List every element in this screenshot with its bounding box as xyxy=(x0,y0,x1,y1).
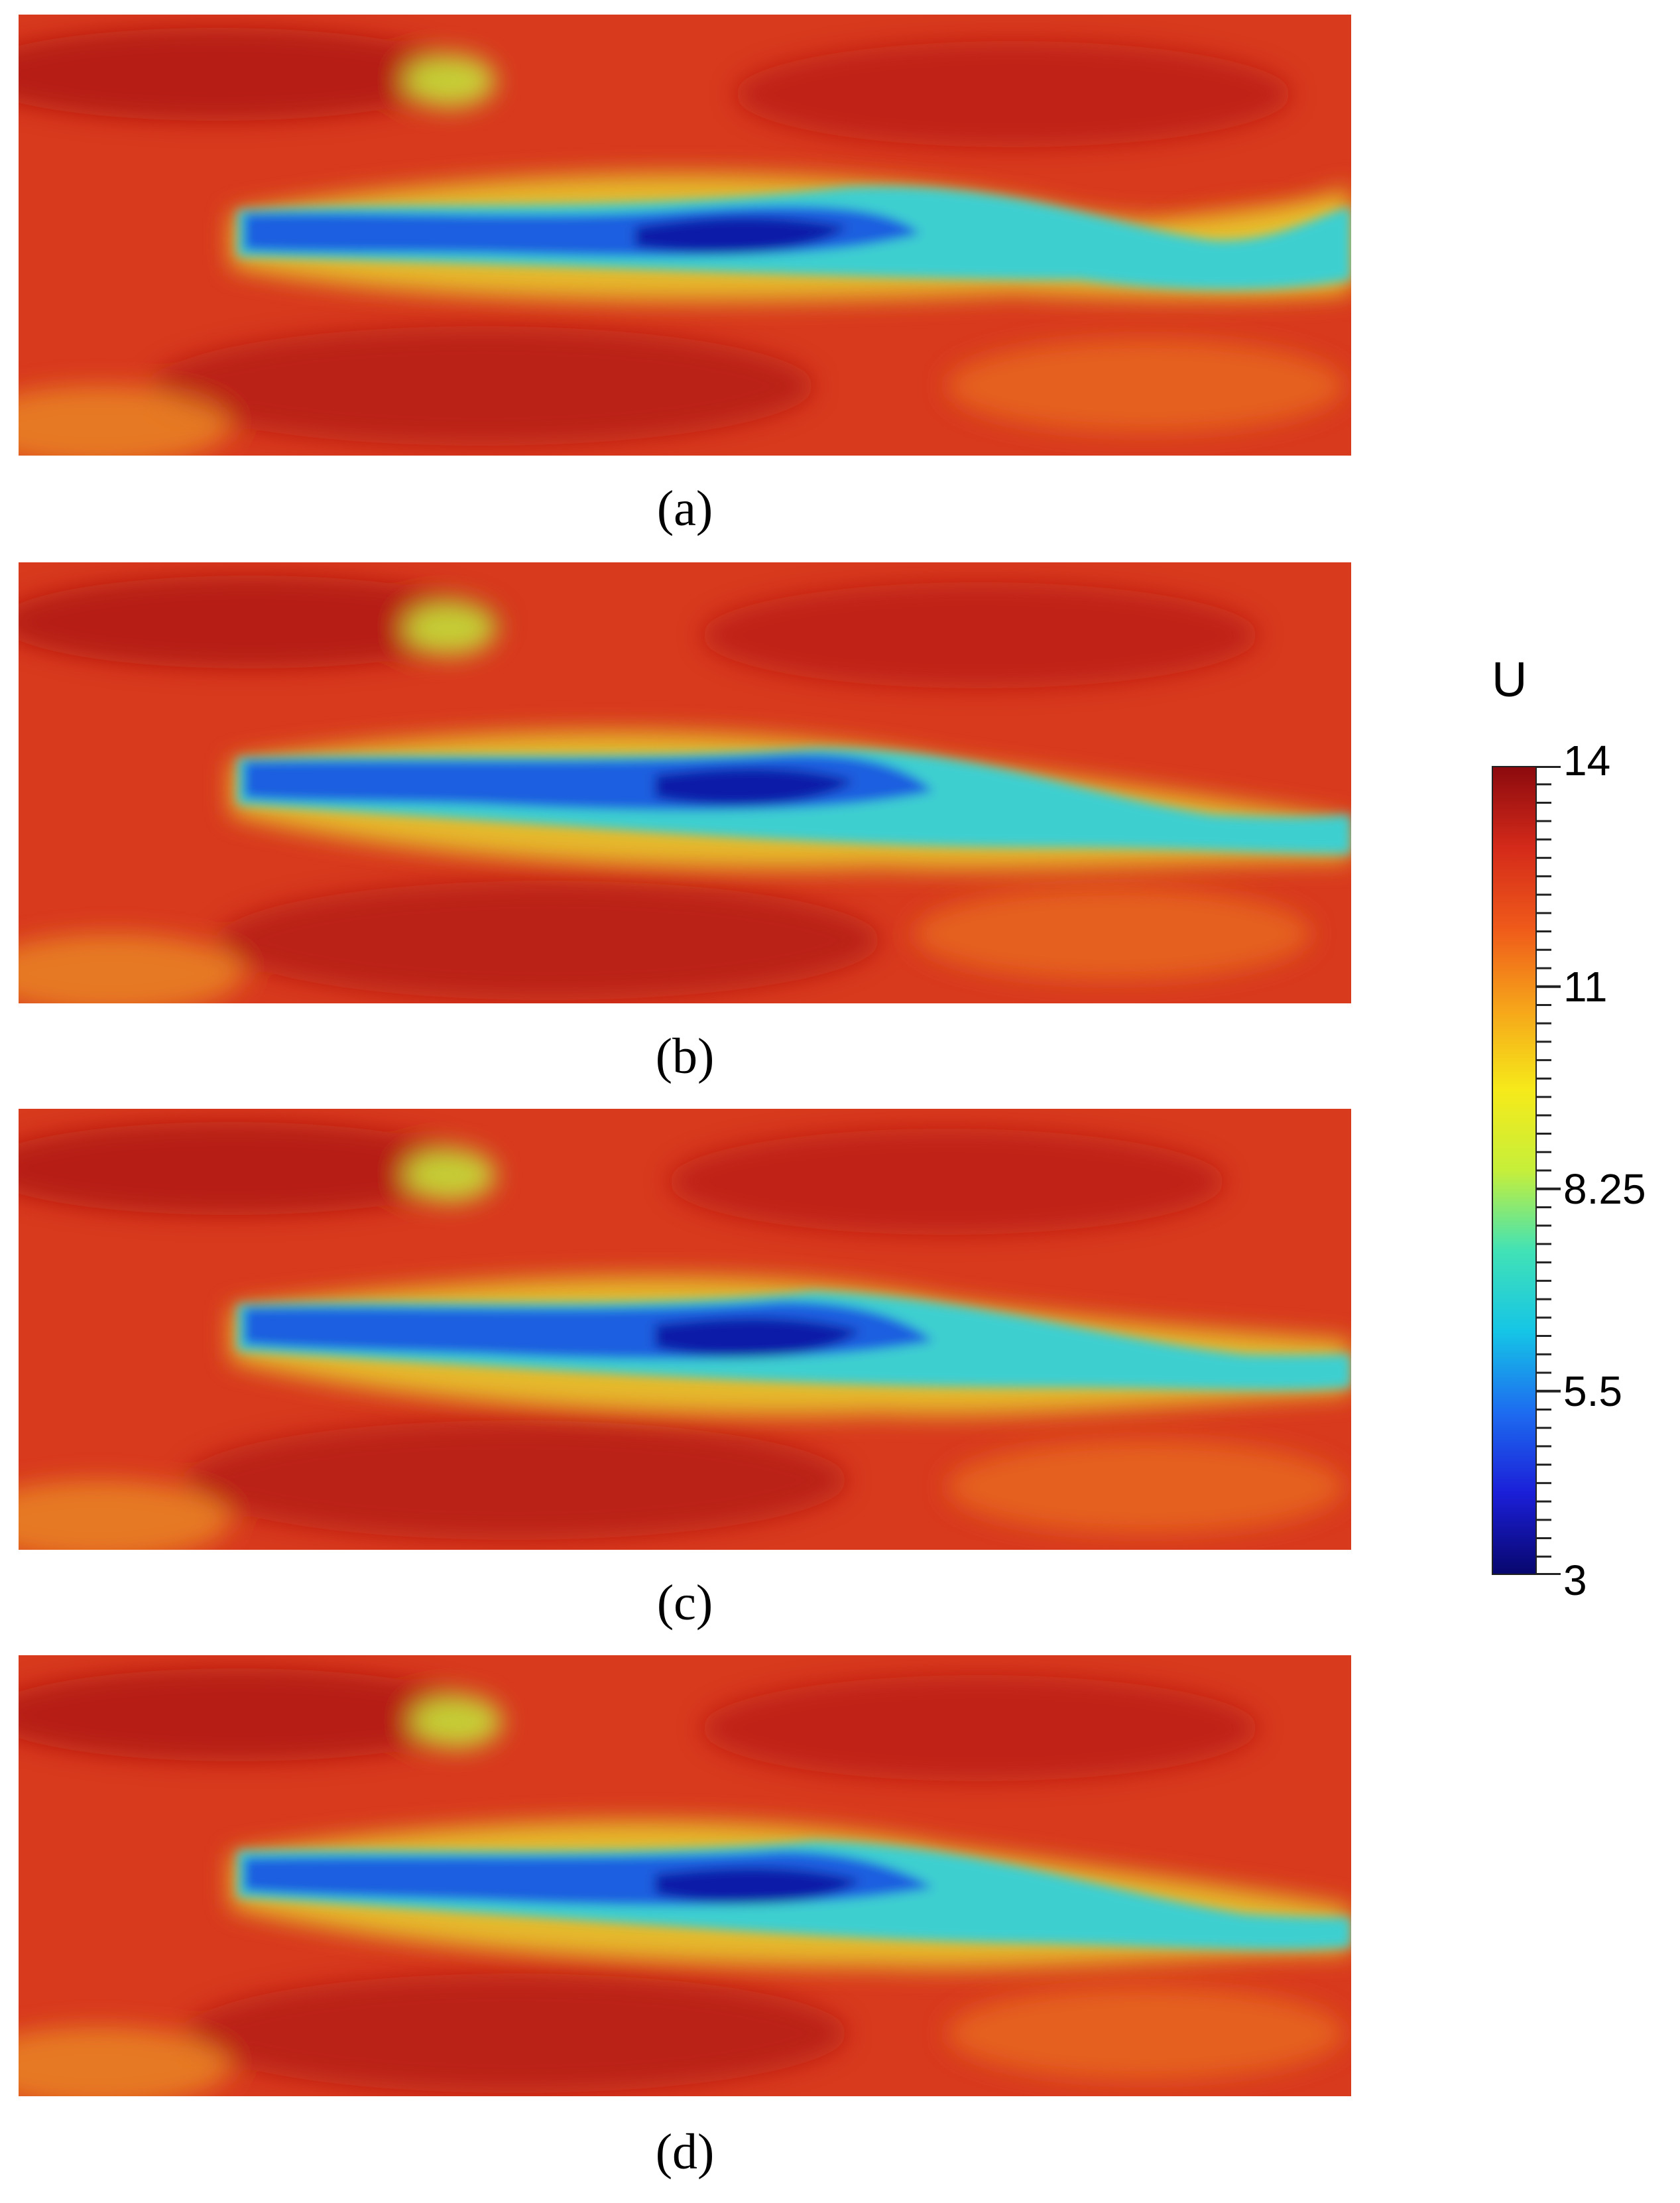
colorbar-tick-labels: 14 11 8.25 5.5 3 xyxy=(1537,739,1680,1602)
colorbar-gradient xyxy=(1492,766,1537,1575)
wake-field-panel-c xyxy=(19,1109,1351,1550)
colorbar-tick-label: 8.25 xyxy=(1563,1164,1646,1213)
wake-field-panel-a xyxy=(19,15,1351,456)
wake-field-image-c xyxy=(19,1109,1351,1550)
wake-field-image-a xyxy=(19,15,1351,456)
caption-c: (c) xyxy=(656,1575,713,1631)
colorbar-tick-marks xyxy=(1537,766,1561,1575)
colorbar-tick-label: 3 xyxy=(1563,1556,1587,1604)
wake-field-image-b xyxy=(19,562,1351,1003)
wake-field-panel-b xyxy=(19,562,1351,1003)
wake-field-panel-d xyxy=(19,1655,1351,2096)
wake-field-image-d xyxy=(19,1655,1351,2096)
colorbar-tick-label: 14 xyxy=(1563,737,1611,785)
colorbar-title: U xyxy=(1492,652,1528,707)
caption-d: (d) xyxy=(655,2124,715,2180)
caption-a: (a) xyxy=(656,481,713,536)
colorbar-tick-label: 11 xyxy=(1563,962,1608,1011)
colorbar-tick-label: 5.5 xyxy=(1563,1367,1622,1415)
caption-b: (b) xyxy=(655,1029,715,1084)
